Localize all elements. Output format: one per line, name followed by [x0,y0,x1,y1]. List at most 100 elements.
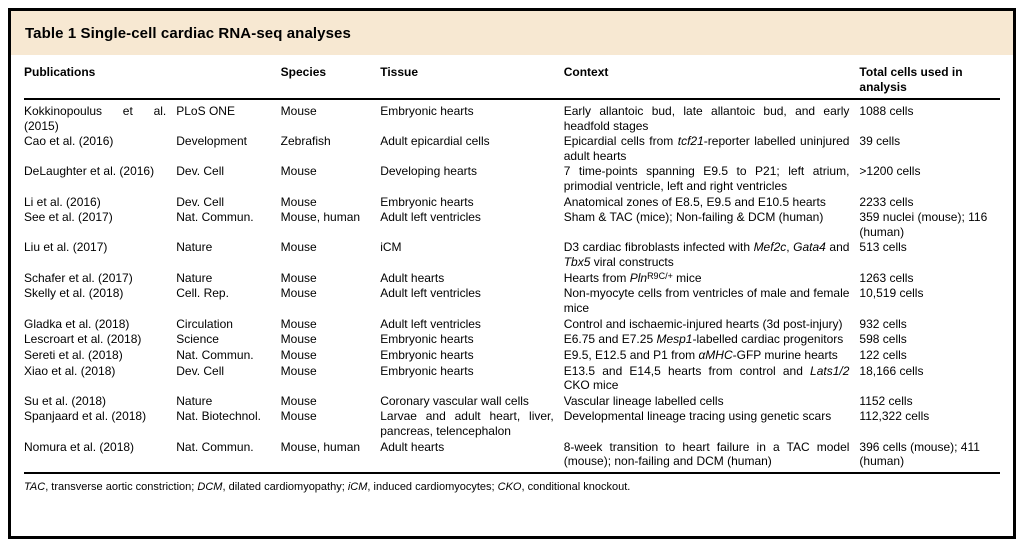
cell-cells: 10,519 cells [859,286,924,301]
cell-species: Mouse, human [280,439,361,454]
cell-species: Mouse [280,286,317,301]
cell-journal: Nature [176,270,213,285]
cell-species: Mouse [280,393,317,408]
cell-species: Mouse, human [280,210,361,225]
table-row: Xiao et al. (2018) Dev. Cell Mouse Embryoni… [24,363,1000,393]
cell-tissue: Adult epicardial cells [380,134,490,149]
cell-cells: 1088 cells [859,104,914,118]
cell-cells: 1152 cells [859,393,913,408]
header-row: Publications Species Tissue Context Total ce… [24,55,1000,100]
cell-tissue: Embryonic hearts [380,332,474,347]
cell-publication: Gladka et al. (2018) [24,316,130,331]
cell-tissue: Embryonic hearts [380,104,474,118]
cell-context: E13.5 and E14,5 hearts from control and … [563,363,850,393]
table-row: DeLaughter et al. (2016) Dev. Cell Mouse De… [24,164,1000,194]
cell-publication: Skelly et al. (2018) [24,286,124,301]
cell-species: Mouse [280,316,317,331]
cell-cells: 359 nuclei (mouse); 116 (human) [859,210,988,239]
cell-cells: 18,166 cells [859,363,924,378]
cell-journal: Nat. Commun. [176,439,254,454]
cell-cells: >1200 cells [859,164,921,179]
footnote: TAC, transverse aortic constriction; DCM… [24,481,631,494]
cell-context: E6.75 and E7.25 Mesp1-labelled cardiac p… [563,332,844,347]
cell-species: Mouse [280,104,317,118]
cell-publication: DeLaughter et al. (2016) [24,164,155,179]
cell-journal: Dev. Cell [176,194,225,209]
cell-cells: 513 cells [859,240,907,255]
cell-publication: Spanjaard et al. (2018) [24,409,147,424]
cell-journal: Dev. Cell [176,363,225,378]
table-panel: Table 1 Single-cell cardiac RNA-seq anal… [8,8,1016,539]
table-title-bar: Table 1 Single-cell cardiac RNA-seq anal… [11,11,1013,55]
cell-species: Mouse [280,240,317,255]
cell-journal: Science [176,332,219,347]
column-header: Context [563,55,860,100]
cell-journal: Nat. Commun. [176,347,254,362]
cell-context: Control and ischaemic-injured hearts (3d… [563,316,843,331]
table-title: Table 1 Single-cell cardiac RNA-seq anal… [25,25,351,42]
table-row: See et al. (2017) Nat. Commun. Mouse, huma… [24,210,1000,240]
table-row: Nomura et al. (2018) Nat. Commun. Mouse, h… [24,439,1000,469]
cell-publication: Schafer et al. (2017) [24,270,133,285]
cell-context: 8-week transition to heart failure in a … [563,439,850,469]
cell-context: Hearts from PlnR9C/+ mice [563,270,702,285]
cell-context: Non-myocyte cells from ventricles of mal… [563,286,850,315]
cell-publication: Kokkinopoulus et al. (2015) [24,104,167,133]
cell-context: Anatomical zones of E8.5, E9.5 and E10.5… [563,194,826,209]
table-row: Skelly et al. (2018) Cell. Rep. Mouse Adult… [24,286,1000,316]
cell-species: Mouse [280,194,317,209]
data-table: Publications Species Tissue Context Total ce… [24,55,1000,469]
cell-species: Mouse [280,409,317,424]
cell-cells: 396 cells (mouse); 411 (human) [859,439,980,469]
cell-journal: PLoS ONE [176,104,235,118]
cell-publication: See et al. (2017) [24,210,113,225]
cell-cells: 39 cells [859,134,901,149]
cell-journal: Nature [176,240,213,255]
cell-species: Zebrafish [280,134,331,149]
cell-publication: Cao et al. (2016) [24,134,114,149]
column-header: Publications [24,55,281,100]
cell-journal: Development [176,134,247,149]
cell-tissue: Adult left ventricles [380,316,481,331]
cell-publication: Su et al. (2018) [24,393,107,408]
cell-species: Mouse [280,270,317,285]
cell-tissue: Embryonic hearts [380,347,474,362]
footnote-divider [24,472,1000,475]
cell-species: Mouse [280,332,317,347]
cell-tissue: Embryonic hearts [380,363,474,378]
cell-context: D3 cardiac fibroblasts infected with Mef… [563,240,850,269]
table-row: Li et al. (2016) Dev. Cell Mouse Embryonic … [24,194,1000,210]
cell-species: Mouse [280,164,317,179]
cell-context: Developmental lineage tracing using gene… [563,409,832,424]
cell-context: Sham & TAC (mice); Non-failing & DCM (hu… [563,210,824,225]
cell-tissue: Adult hearts [380,270,445,285]
column-header: Species [280,55,381,100]
cell-context: E9.5, E12.5 and P1 from αMHC-GFP murine … [563,347,838,362]
cell-cells: 112,322 cells [859,409,930,424]
cell-tissue: Adult left ventricles [380,210,481,225]
cell-publication: Li et al. (2016) [24,194,101,209]
cell-cells: 122 cells [859,347,907,362]
cell-journal: Nature [176,393,213,408]
cell-tissue: Developing hearts [380,164,477,179]
table-row: Liu et al. (2017) Nature Mouse iCM D3 cardia… [24,240,1000,270]
cell-cells: 2233 cells [859,194,914,209]
cell-publication: Xiao et al. (2018) [24,363,116,378]
cell-cells: 932 cells [859,316,907,331]
cell-journal: Dev. Cell [176,164,225,179]
cell-cells: 598 cells [859,332,907,347]
cell-tissue: Coronary vascular wall cells [380,393,529,408]
table-row: Su et al. (2018) Nature Mouse Coronary vasc… [24,393,1000,409]
cell-journal: Nat. Biotechnol. [176,409,261,424]
table-row: Kokkinopoulus et al. (2015) PLoS ONE Mouse… [24,99,1000,134]
cell-publication: Sereti et al. (2018) [24,347,123,362]
cell-species: Mouse [280,347,317,362]
column-header: Total cells used in analysis [859,55,1000,100]
cell-publication: Lescroart et al. (2018) [24,332,142,347]
cell-journal: Circulation [176,316,233,331]
cell-tissue: Larvae and adult heart, liver, pancreas,… [380,409,554,438]
cell-publication: Liu et al. (2017) [24,240,108,255]
table-row: Spanjaard et al. (2018) Nat. Biotechnol. M… [24,409,1000,439]
table-row: Gladka et al. (2018) Circulation Mouse Adul… [24,316,1000,332]
table-row: Schafer et al. (2017) Nature Mouse Adult he… [24,270,1000,286]
